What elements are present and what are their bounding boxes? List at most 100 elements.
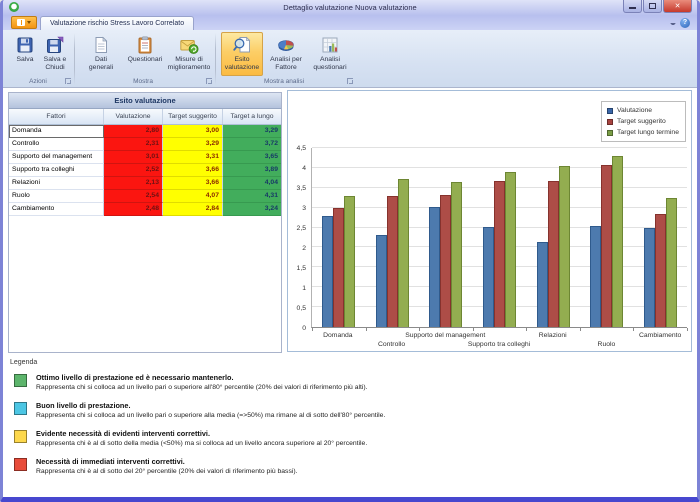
target-lungo-cell[interactable]: 3,29: [223, 125, 281, 138]
target-lungo-cell[interactable]: 4,31: [223, 190, 281, 203]
chart-panel: Valutazione Target suggerito Target lung…: [287, 90, 692, 352]
misure-di-miglioramento-button[interactable]: Misure di miglioramento: [168, 32, 210, 76]
target-suggerito-cell[interactable]: 3,00: [163, 125, 223, 138]
grid-chart-icon: [322, 37, 338, 53]
ribbon-group-mostra: Dati generali Questionari: [77, 30, 213, 87]
table-row[interactable]: Relazioni 2,13 3,66 4,04: [9, 177, 281, 190]
chart-bar: [386, 196, 398, 327]
chart-bar-group: [419, 148, 473, 327]
table-row[interactable]: Ruolo 2,54 4,07 4,31: [9, 190, 281, 203]
target-lungo-cell[interactable]: 4,04: [223, 177, 281, 190]
valutazione-cell[interactable]: 2,31: [104, 138, 163, 151]
chart-bar-group: [312, 148, 366, 327]
chart-bar: [601, 165, 613, 327]
target-suggerito-cell[interactable]: 3,66: [163, 177, 223, 190]
x-axis-tick: [312, 328, 313, 331]
column-header-target-suggerito[interactable]: Target suggerito: [163, 109, 223, 124]
factor-cell[interactable]: Supporto del management: [9, 151, 104, 164]
document-icon: [95, 36, 108, 53]
table-row[interactable]: Cambiamento 2,48 2,84 3,24: [9, 203, 281, 216]
chart-bar: [451, 181, 463, 327]
search-document-icon: [233, 36, 251, 53]
dati-generali-button[interactable]: Dati generali: [80, 32, 122, 76]
table-row[interactable]: Controllo 2,31 3,29 3,72: [9, 138, 281, 151]
target-lungo-cell[interactable]: 3,65: [223, 151, 281, 164]
y-axis-tick-label: 0,5: [296, 305, 306, 313]
factor-cell[interactable]: Ruolo: [9, 190, 104, 203]
app-icon: [9, 2, 19, 12]
legend-swatch-target-lungo-termine: [607, 129, 614, 136]
legend-item-red: Necessità di immediati interventi corret…: [14, 457, 689, 477]
factor-cell[interactable]: Domanda: [9, 125, 104, 138]
factor-cell[interactable]: Cambiamento: [9, 203, 104, 216]
y-axis-tick-label: 2,5: [296, 225, 306, 232]
factor-cell[interactable]: Controllo: [9, 138, 104, 151]
dialog-launcher-icon[interactable]: [65, 78, 71, 84]
target-lungo-cell[interactable]: 3,72: [223, 138, 281, 151]
ribbon-group-label-mostra-analisi: Mostra analisi: [263, 78, 305, 85]
minimize-button[interactable]: [623, 0, 642, 13]
x-axis-label: Supporto del management: [405, 332, 486, 339]
table-header-row: Fattori Valutazione Target suggerito Tar…: [9, 109, 281, 125]
mail-improvement-icon: [180, 40, 199, 54]
valutazione-cell[interactable]: 2,13: [104, 177, 163, 190]
save-icon: [17, 37, 33, 53]
valutazione-cell[interactable]: 2,80: [104, 125, 163, 138]
save-close-icon: [47, 36, 64, 53]
chart-bar: [429, 207, 441, 327]
ribbon-group-azioni: Salva Salva e Chiudi Azioni: [8, 30, 72, 87]
chart-bar: [494, 181, 506, 327]
table-row[interactable]: Supporto del management 3,01 3,31 3,65: [9, 151, 281, 164]
target-lungo-cell[interactable]: 3,89: [223, 164, 281, 177]
app-menu-button[interactable]: [11, 16, 37, 29]
help-icon[interactable]: ?: [680, 18, 690, 28]
analisi-questionari-button[interactable]: Analisi questionari: [309, 32, 351, 76]
column-header-valutazione[interactable]: Valutazione: [104, 109, 163, 124]
collapse-ribbon-icon[interactable]: [670, 23, 676, 27]
target-suggerito-cell[interactable]: 2,84: [163, 203, 223, 216]
target-suggerito-cell[interactable]: 3,31: [163, 151, 223, 164]
y-axis-tick-label: 1: [302, 285, 306, 293]
column-header-fattori[interactable]: Fattori: [9, 109, 104, 124]
ribbon-separator: [215, 33, 216, 85]
table-row[interactable]: Domanda 2,80 3,00 3,29: [9, 125, 281, 138]
analisi-per-fattore-button[interactable]: Analisi per Fattore: [265, 32, 307, 76]
column-header-target-a-lungo[interactable]: Target a lungo: [230, 113, 274, 120]
factor-cell[interactable]: Supporto tra colleghi: [9, 164, 104, 177]
x-axis-tick: [633, 328, 635, 331]
target-lungo-cell[interactable]: 3,24: [223, 203, 281, 216]
chart-gridline: [312, 147, 687, 148]
title-bar: Dettaglio valutazione Nuova valutazione …: [3, 0, 697, 15]
esito-valutazione-button[interactable]: Esito valutazione: [221, 32, 263, 76]
salva-e-chiudi-button[interactable]: Salva e Chiudi: [41, 32, 69, 76]
factor-cell[interactable]: Relazioni: [9, 177, 104, 190]
chart-bar: [375, 235, 387, 327]
chart-groups: [312, 148, 687, 327]
table-row[interactable]: Supporto tra colleghi 2,52 3,66 3,89: [9, 164, 281, 177]
valutazione-cell[interactable]: 3,01: [104, 151, 163, 164]
close-button[interactable]: ✕: [663, 0, 692, 13]
valutazione-cell[interactable]: 2,54: [104, 190, 163, 203]
tab-valutazione-rischio[interactable]: Valutazione rischio Stress Lavoro Correl…: [40, 16, 195, 30]
questionari-button[interactable]: Questionari: [124, 32, 166, 76]
chart-bar: [536, 242, 548, 327]
main-content: Esito valutazione Fattori Valutazione Ta…: [3, 88, 697, 497]
target-suggerito-cell[interactable]: 4,07: [163, 190, 223, 203]
dialog-launcher-icon[interactable]: [206, 78, 212, 84]
ribbon-group-label-azioni: Azioni: [29, 78, 47, 85]
x-axis-label: Ruolo: [597, 341, 616, 348]
yellow-swatch: [14, 429, 27, 443]
ribbon-group-mostra-analisi: Esito valutazione Analisi per Fattore: [218, 30, 354, 87]
target-suggerito-cell[interactable]: 3,66: [163, 164, 223, 177]
valutazione-cell[interactable]: 2,52: [104, 164, 163, 177]
dialog-launcher-icon[interactable]: [347, 78, 353, 84]
chart-bar: [558, 166, 570, 327]
target-suggerito-cell[interactable]: 3,29: [163, 138, 223, 151]
chart-bar: [397, 179, 409, 327]
y-axis-tick-label: 4,5: [296, 145, 306, 152]
x-axis-label: Domanda: [323, 332, 353, 339]
salva-button[interactable]: Salva: [11, 32, 39, 76]
valutazione-cell[interactable]: 2,48: [104, 203, 163, 216]
maximize-button[interactable]: [643, 0, 662, 13]
